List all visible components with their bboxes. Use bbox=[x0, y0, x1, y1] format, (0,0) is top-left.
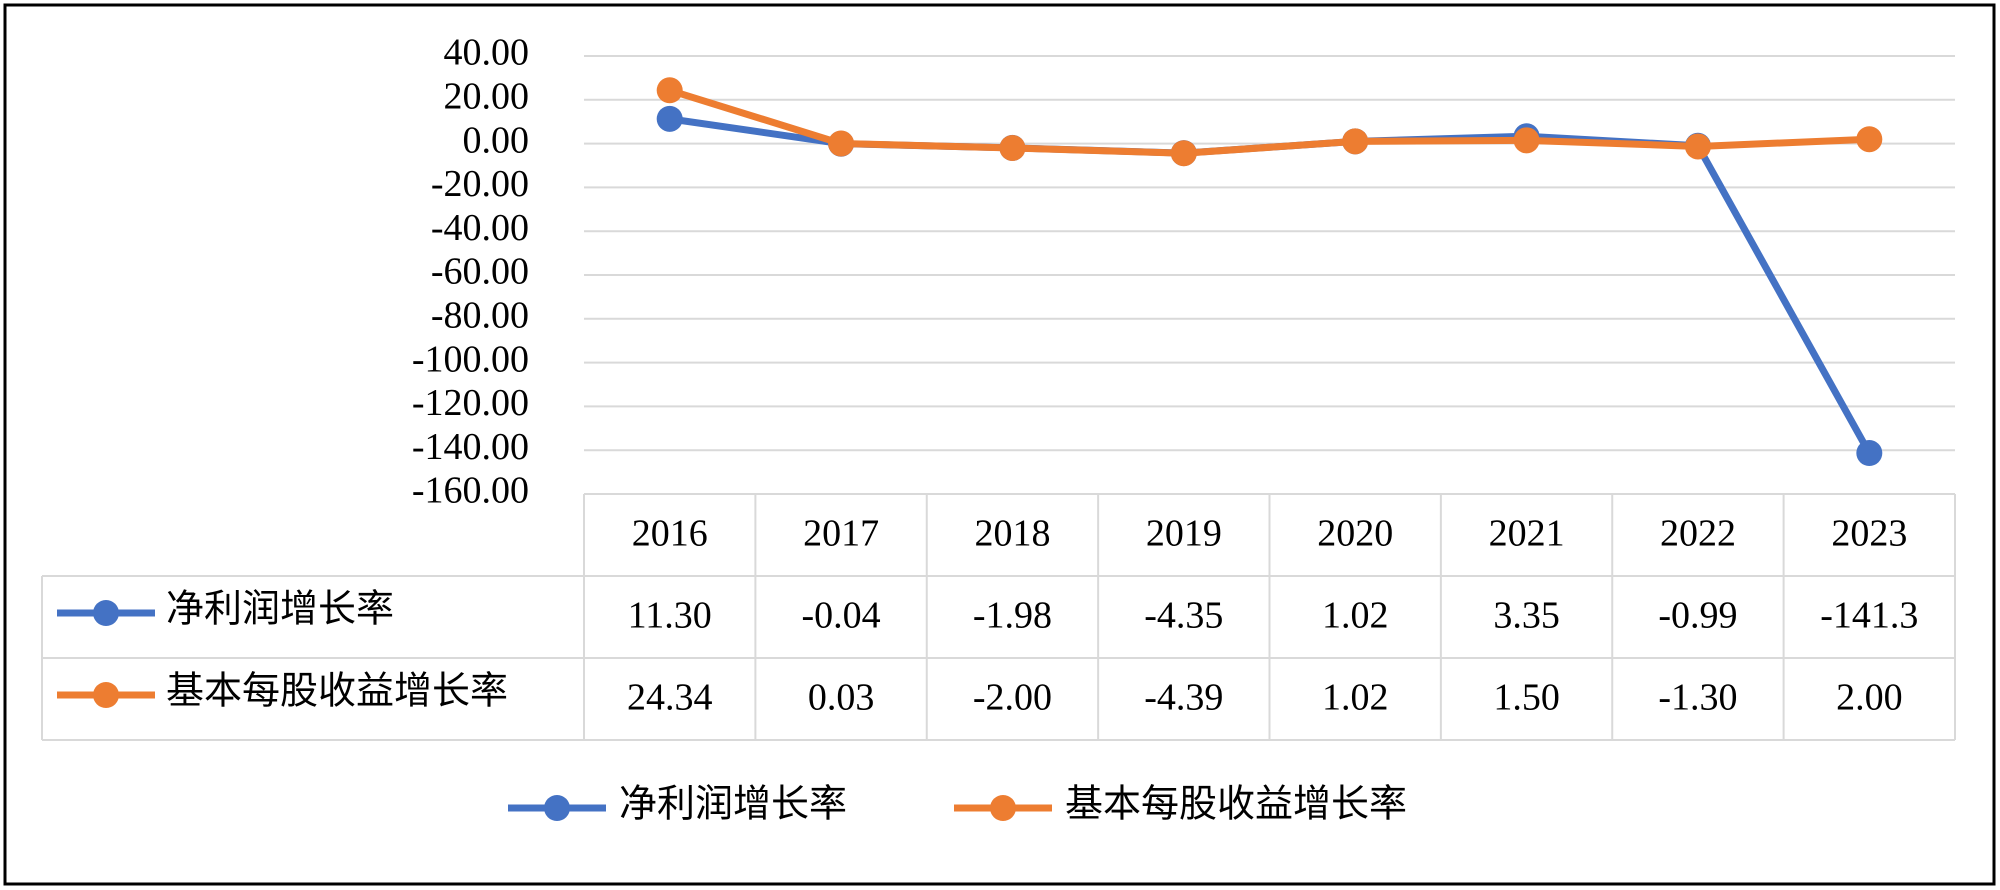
legend-marker bbox=[544, 795, 570, 821]
chart-frame bbox=[3, 3, 1996, 886]
x-tick-label: 2020 bbox=[1317, 513, 1393, 555]
data-point bbox=[1170, 140, 1197, 167]
y-tick-label: -120.00 bbox=[412, 382, 529, 424]
table-series-name: 净利润增长率 bbox=[166, 589, 394, 631]
data-point bbox=[1513, 127, 1540, 154]
y-tick-label: -160.00 bbox=[412, 470, 529, 512]
x-tick-label: 2021 bbox=[1489, 513, 1565, 555]
x-tick-label: 2023 bbox=[1831, 513, 1907, 555]
x-tick-label: 2022 bbox=[1660, 513, 1736, 555]
y-tick-label: 40.00 bbox=[444, 32, 530, 74]
legend-marker bbox=[93, 682, 119, 708]
x-tick-label: 2016 bbox=[632, 513, 708, 555]
data-point bbox=[656, 77, 683, 104]
y-tick-label: -40.00 bbox=[431, 207, 529, 249]
data-point bbox=[1856, 440, 1883, 467]
table-value: 3.35 bbox=[1493, 595, 1560, 637]
data-point bbox=[1684, 133, 1711, 160]
table-value: -4.39 bbox=[1144, 677, 1223, 719]
table-value: -1.98 bbox=[973, 595, 1052, 637]
series-line bbox=[668, 86, 1870, 157]
y-tick-label: -80.00 bbox=[431, 295, 529, 337]
table-series-name: 基本每股收益增长率 bbox=[166, 671, 508, 713]
data-point bbox=[999, 134, 1026, 161]
table-value: -0.99 bbox=[1658, 595, 1737, 637]
y-tick-label: -20.00 bbox=[431, 163, 529, 205]
legend-marker bbox=[93, 600, 119, 626]
x-tick-label: 2018 bbox=[974, 513, 1050, 555]
table-value: -0.04 bbox=[801, 595, 880, 637]
table-value: -141.3 bbox=[1820, 595, 1918, 637]
data-point bbox=[1342, 128, 1369, 155]
y-tick-label: -100.00 bbox=[412, 338, 529, 380]
table-value: -2.00 bbox=[973, 677, 1052, 719]
table-value: 1.50 bbox=[1493, 677, 1560, 719]
data-point bbox=[828, 130, 855, 157]
table-value: -4.35 bbox=[1144, 595, 1223, 637]
y-tick-label: 20.00 bbox=[444, 76, 530, 118]
y-tick-label: -140.00 bbox=[412, 426, 529, 468]
table-value: 24.34 bbox=[627, 677, 713, 719]
y-tick-label: 0.00 bbox=[463, 119, 530, 161]
table-value: 1.02 bbox=[1322, 595, 1389, 637]
x-tick-label: 2017 bbox=[803, 513, 879, 555]
table-value: -1.30 bbox=[1658, 677, 1737, 719]
legend-marker bbox=[990, 795, 1016, 821]
data-point bbox=[656, 105, 683, 132]
legend-label: 净利润增长率 bbox=[619, 784, 847, 826]
y-tick-label: -60.00 bbox=[431, 251, 529, 293]
x-tick-label: 2019 bbox=[1146, 513, 1222, 555]
table-value: 0.03 bbox=[808, 677, 875, 719]
table-value: 11.30 bbox=[628, 595, 712, 637]
data-point bbox=[1856, 126, 1883, 153]
table-value: 2.00 bbox=[1836, 677, 1903, 719]
table-value: 1.02 bbox=[1322, 677, 1389, 719]
legend-label: 基本每股收益增长率 bbox=[1065, 784, 1407, 826]
